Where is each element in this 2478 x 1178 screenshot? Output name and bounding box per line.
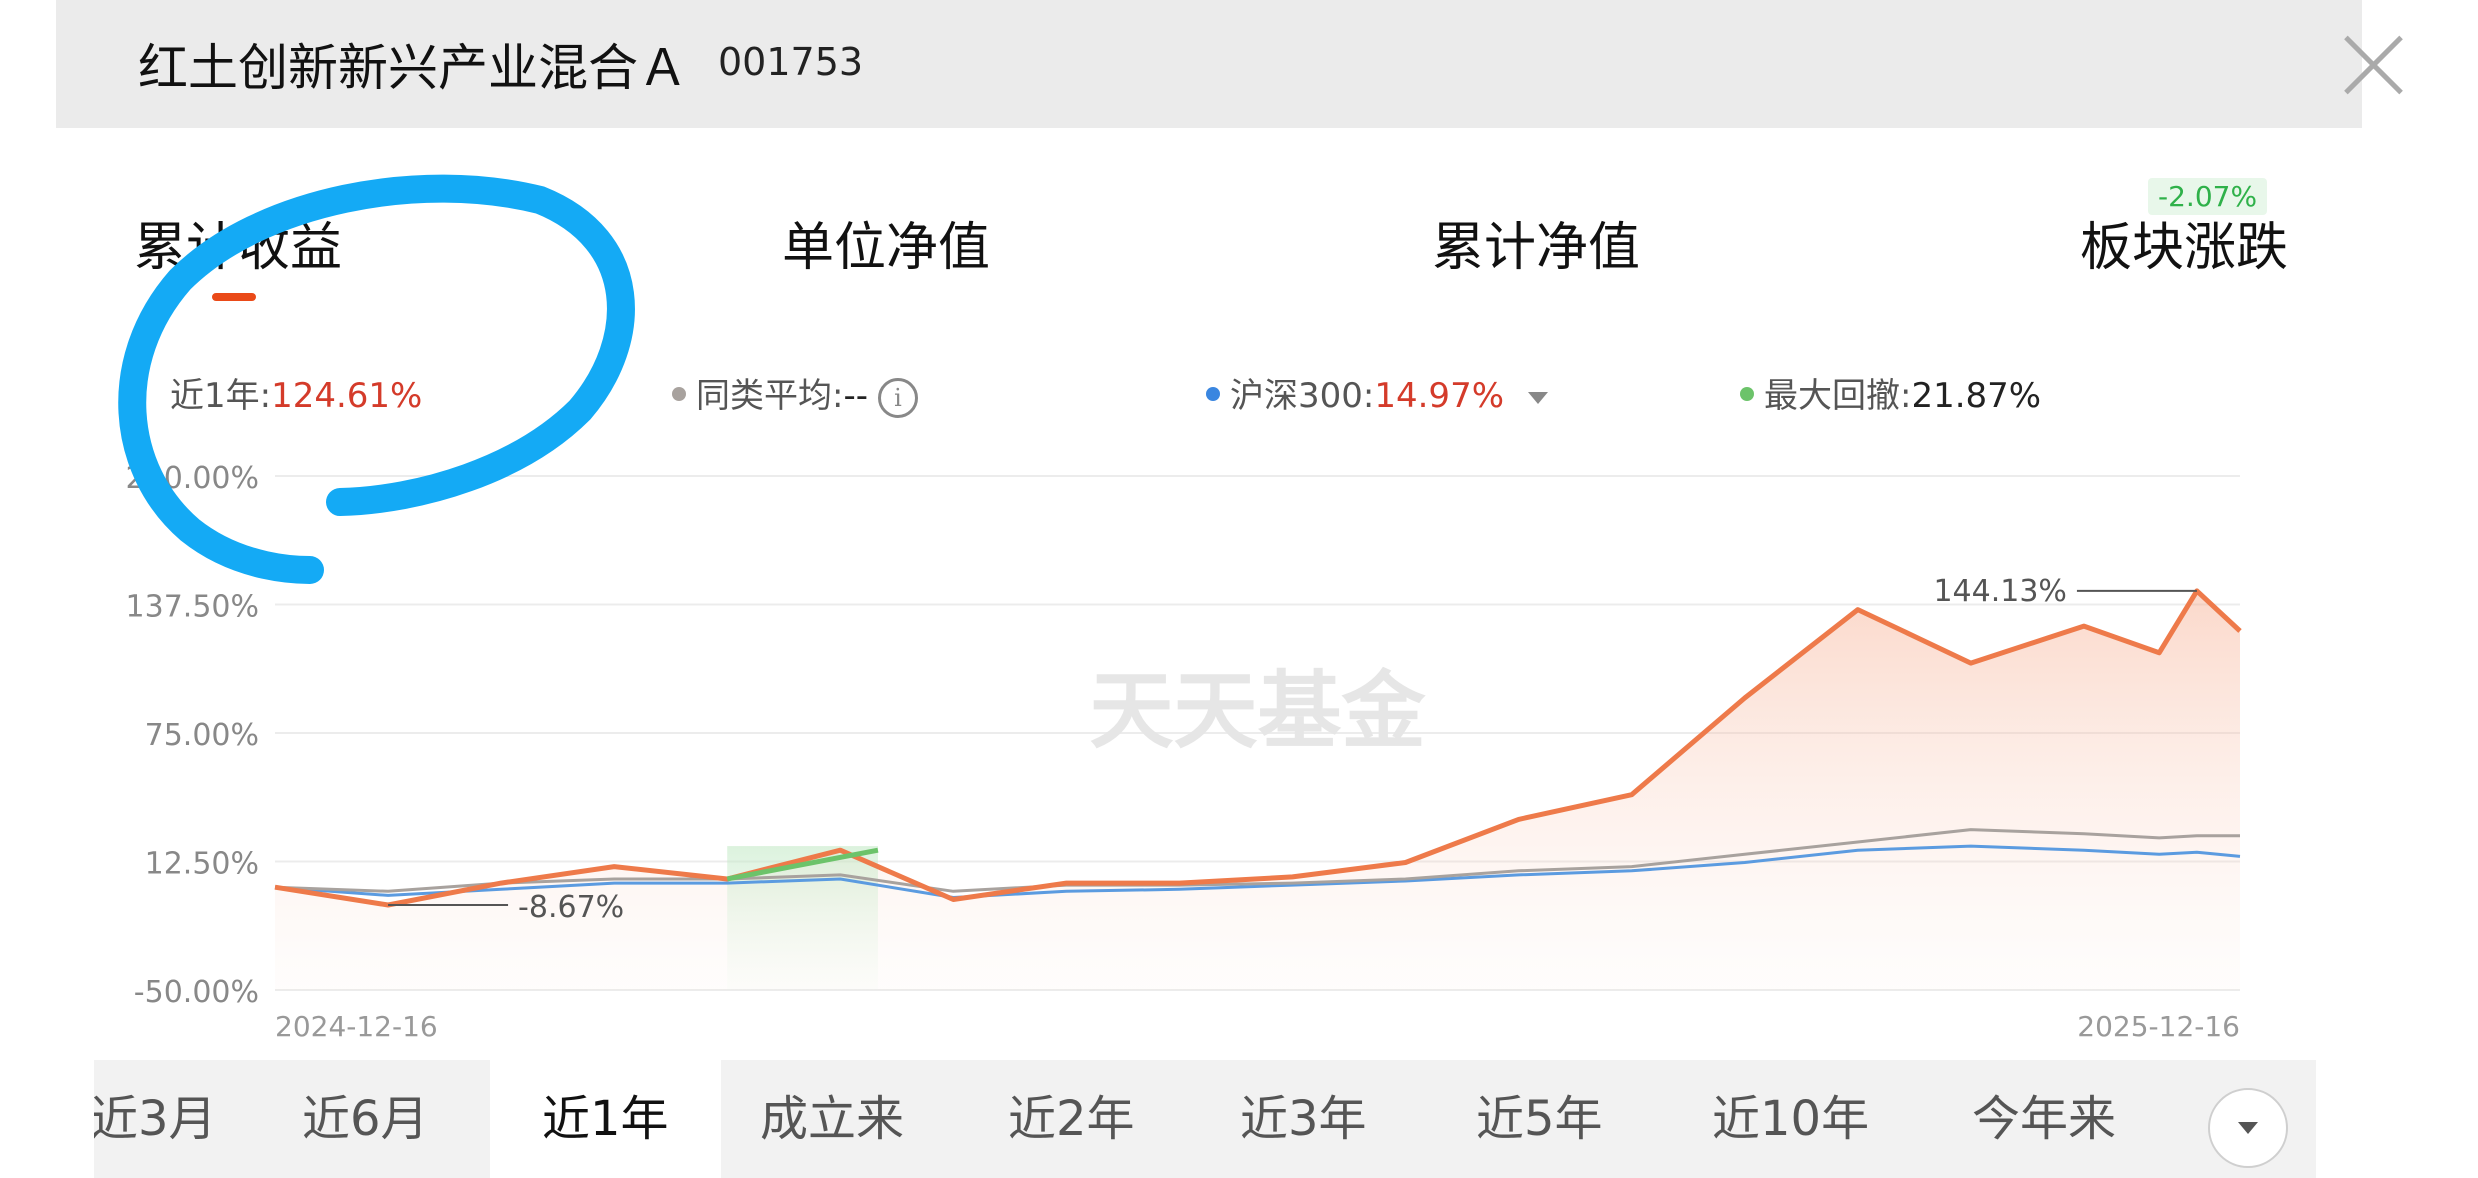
legend-peer-avg-value: -- bbox=[843, 376, 869, 416]
csi300-series-line bbox=[274, 844, 2241, 899]
legend-csi300-value: 14.97% bbox=[1374, 376, 1505, 416]
period-5y[interactable]: 近5年 bbox=[1476, 1091, 1603, 1147]
legend-fund-value: 124.61% bbox=[271, 376, 423, 416]
y-tick-label: 75.00% bbox=[145, 718, 259, 753]
benchmark-dropdown-icon[interactable] bbox=[1528, 391, 1549, 404]
fund-series-line bbox=[274, 588, 2242, 908]
y-tick-label: 200.00% bbox=[126, 461, 259, 496]
period-since-inception[interactable]: 成立来 bbox=[760, 1091, 905, 1147]
period-3m[interactable]: 近3月 bbox=[94, 1091, 217, 1147]
fund-code: 001753 bbox=[718, 40, 864, 84]
more-periods-button[interactable] bbox=[2208, 1088, 2288, 1168]
sector-change-badge: -2.07% bbox=[2148, 178, 2268, 215]
drawdown-dot-icon bbox=[1740, 386, 1754, 401]
header-bar bbox=[56, 0, 2362, 128]
tab-unit-nav[interactable]: 单位净值 bbox=[782, 218, 991, 278]
tab-cumulative-return[interactable]: 累计收益 bbox=[134, 218, 343, 278]
period-3y[interactable]: 近3年 bbox=[1240, 1091, 1367, 1147]
y-tick-label: -50.00% bbox=[134, 975, 259, 1010]
period-ytd[interactable]: 今年来 bbox=[1972, 1091, 2117, 1147]
y-tick-label: 12.50% bbox=[145, 847, 259, 882]
legend-max-drawdown: 最大回撤:21.87% bbox=[1740, 368, 2041, 418]
period-6m[interactable]: 近6月 bbox=[302, 1091, 429, 1147]
max-annotation: 144.13% bbox=[1933, 574, 2066, 609]
period-1y[interactable]: 近1年 bbox=[490, 1060, 721, 1178]
legend-drawdown-label: 最大回撤: bbox=[1764, 376, 1912, 416]
period-2y[interactable]: 近2年 bbox=[1008, 1091, 1135, 1147]
legend-fund: 近1年:124.61% bbox=[170, 368, 422, 418]
min-annotation: -8.67% bbox=[518, 890, 624, 925]
legend-fund-label: 近1年: bbox=[170, 376, 272, 416]
return-chart[interactable]: -50.00% 12.50% 75.00% 137.50% 200.00% 天天基金 144… bbox=[0, 440, 2478, 1060]
tab-sector-change[interactable]: 板块涨跌 bbox=[2080, 218, 2289, 278]
legend-csi300-label: 沪深300: bbox=[1230, 376, 1375, 416]
legend-peer-avg-label: 同类平均: bbox=[696, 376, 844, 416]
active-tab-indicator bbox=[212, 293, 256, 301]
close-icon[interactable] bbox=[2338, 30, 2408, 100]
legend-peer-avg: 同类平均:-- i bbox=[672, 368, 919, 418]
legend-drawdown-value: 21.87% bbox=[1911, 376, 2042, 416]
period-selector: 近3月 近6月 近1年 成立来 近2年 近3年 近5年 近10年 今年来 bbox=[94, 1060, 2316, 1178]
tab-accumulated-nav[interactable]: 累计净值 bbox=[1432, 218, 1641, 278]
peer-avg-dot-icon bbox=[672, 386, 686, 401]
drawdown-segment bbox=[726, 847, 879, 882]
y-tick-label: 137.50% bbox=[126, 590, 259, 625]
chart-tabs: 累计收益 单位净值 累计净值 板块涨跌 bbox=[0, 205, 2478, 305]
x-end-label: 2025-12-16 bbox=[2077, 1010, 2240, 1043]
legend-csi300: 沪深300:14.97% bbox=[1206, 368, 1549, 418]
fund-name: 红土创新新兴产业混合Ａ bbox=[138, 39, 688, 97]
watermark: 天天基金 bbox=[1089, 661, 1426, 760]
peer-avg-series-line bbox=[274, 828, 2240, 893]
csi300-dot-icon bbox=[1206, 386, 1220, 401]
period-10y[interactable]: 近10年 bbox=[1712, 1091, 1870, 1147]
drawdown-area bbox=[727, 846, 878, 990]
info-icon[interactable]: i bbox=[878, 377, 919, 418]
x-start-label: 2024-12-16 bbox=[275, 1010, 438, 1043]
